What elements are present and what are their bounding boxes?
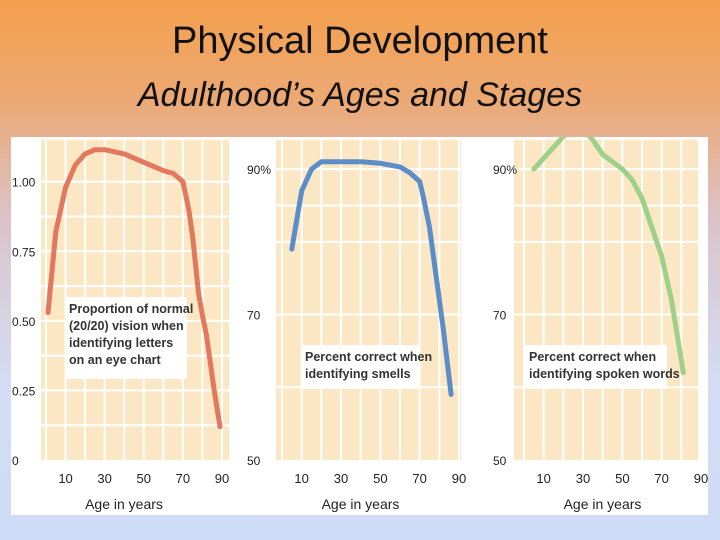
hearing-annotation-box <box>525 345 667 389</box>
vision-ytick-label: 0.75 <box>12 245 36 259</box>
vision-ytick-label: 0 <box>12 454 19 468</box>
slide-subtitle: Adulthood’s Ages and Stages <box>137 76 583 114</box>
hearing-xaxis-label: Age in years <box>564 496 642 512</box>
smell-series-line <box>289 159 454 397</box>
vision-xtick-label: 90 <box>215 471 229 486</box>
smell-annotation-line: identifying smells <box>305 367 411 381</box>
vision-annotation-line: identifying letters <box>69 336 173 350</box>
vision-xaxis-label: Age in years <box>85 496 163 512</box>
vision-ytick-label: 0.25 <box>12 384 36 398</box>
hearing-xtick-label: 10 <box>536 471 550 486</box>
hearing-annotation-line: identifying spoken words <box>529 367 680 381</box>
smell-xtick-label: 30 <box>334 471 348 486</box>
hearing-xtick-label: 70 <box>654 471 668 486</box>
smell-annotation-box <box>301 345 419 389</box>
hearing-ytick-label: 70 <box>493 309 507 323</box>
smell-xtick-label: 10 <box>294 471 308 486</box>
vision-series-line <box>45 147 223 430</box>
vision-xtick-label: 70 <box>176 471 190 486</box>
vision-annotation-line: Proportion of normal <box>69 302 193 316</box>
smell-xtick-label: 50 <box>373 471 387 486</box>
hearing-ytick-label: 90% <box>493 163 517 177</box>
smell-xtick-label: 90 <box>452 471 466 486</box>
hearing-annotation-line: Percent correct when <box>529 350 656 364</box>
smell-xtick-label: 70 <box>412 471 426 486</box>
smell-ytick-label: 90% <box>247 163 271 177</box>
hearing-xtick-label: 50 <box>615 471 629 486</box>
vision-xtick-label: 50 <box>137 471 151 486</box>
hearing-xtick-label: 90 <box>694 471 708 486</box>
hearing-series-line <box>531 126 686 376</box>
vision-xtick-label: 30 <box>97 471 111 486</box>
charts-figure: 0 0.25 0.50 0.75 1.00 10 30 50 70 90 Age in years P… <box>12 126 708 512</box>
slide-title: Physical Development <box>172 20 548 62</box>
vision-annotation-box <box>65 297 187 379</box>
smell-ytick-label: 50 <box>247 454 261 468</box>
vision-annotation-line: (20/20) vision when <box>69 319 184 333</box>
vision-annotation-line: on an eye chart <box>69 353 162 367</box>
hearing-ytick-label: 50 <box>493 454 507 468</box>
smell-ytick-label: 70 <box>247 309 261 323</box>
vision-xtick-label: 10 <box>58 471 72 486</box>
vision-ytick-label: 1.00 <box>12 176 36 190</box>
smell-xaxis-label: Age in years <box>322 496 400 512</box>
smell-annotation-line: Percent correct when <box>305 350 432 364</box>
vision-ytick-label: 0.50 <box>12 315 36 329</box>
smell-plot-area <box>276 140 461 460</box>
hearing-xtick-label: 30 <box>576 471 590 486</box>
charts-panel: 0 0.25 0.50 0.75 1.00 10 30 50 70 90 Age in years P… <box>11 126 708 515</box>
